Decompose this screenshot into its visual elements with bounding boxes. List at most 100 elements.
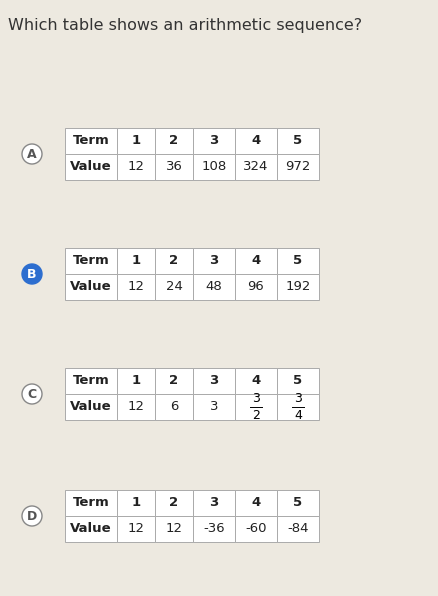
Text: Value: Value xyxy=(70,401,112,414)
Text: 2: 2 xyxy=(169,135,178,147)
Text: 2: 2 xyxy=(169,496,178,510)
Text: -36: -36 xyxy=(203,523,224,535)
Text: 1: 1 xyxy=(131,374,140,387)
Text: 3: 3 xyxy=(209,254,218,268)
Text: 36: 36 xyxy=(165,160,182,173)
Text: 1: 1 xyxy=(131,135,140,147)
Text: Value: Value xyxy=(70,523,112,535)
Text: 3: 3 xyxy=(251,392,259,405)
Bar xyxy=(276,490,318,516)
Bar xyxy=(155,274,193,300)
Bar xyxy=(117,490,155,516)
Bar xyxy=(276,394,318,420)
Bar xyxy=(234,490,276,516)
Text: Term: Term xyxy=(72,374,109,387)
Text: 2: 2 xyxy=(169,374,178,387)
Text: 324: 324 xyxy=(243,160,268,173)
Bar xyxy=(276,154,318,180)
Text: Term: Term xyxy=(72,496,109,510)
Bar xyxy=(117,154,155,180)
Bar xyxy=(276,274,318,300)
Bar xyxy=(155,394,193,420)
Bar xyxy=(155,368,193,394)
Text: 12: 12 xyxy=(127,401,144,414)
Bar xyxy=(234,368,276,394)
Text: 972: 972 xyxy=(285,160,310,173)
Circle shape xyxy=(22,384,42,404)
Text: B: B xyxy=(27,268,37,281)
Bar xyxy=(155,490,193,516)
Bar xyxy=(155,154,193,180)
Text: 2: 2 xyxy=(251,409,259,422)
Text: A: A xyxy=(27,147,37,160)
Bar xyxy=(276,516,318,542)
Text: 12: 12 xyxy=(127,523,144,535)
Bar xyxy=(65,368,117,394)
Bar xyxy=(234,274,276,300)
Text: 3: 3 xyxy=(209,135,218,147)
Bar xyxy=(234,154,276,180)
Text: Value: Value xyxy=(70,160,112,173)
Text: 1: 1 xyxy=(131,254,140,268)
Text: 5: 5 xyxy=(293,374,302,387)
Text: 12: 12 xyxy=(165,523,182,535)
Text: 5: 5 xyxy=(293,135,302,147)
Text: 3: 3 xyxy=(209,401,218,414)
Circle shape xyxy=(22,144,42,164)
Bar xyxy=(234,128,276,154)
Bar xyxy=(276,248,318,274)
Text: 4: 4 xyxy=(293,409,301,422)
Text: 4: 4 xyxy=(251,135,260,147)
Text: Term: Term xyxy=(72,135,109,147)
Text: 12: 12 xyxy=(127,160,144,173)
Text: 3: 3 xyxy=(209,374,218,387)
Text: 1: 1 xyxy=(131,496,140,510)
Bar xyxy=(234,394,276,420)
Bar xyxy=(193,128,234,154)
Bar xyxy=(193,490,234,516)
Bar xyxy=(193,154,234,180)
Circle shape xyxy=(22,506,42,526)
Text: 12: 12 xyxy=(127,281,144,293)
Bar xyxy=(65,274,117,300)
Text: 192: 192 xyxy=(285,281,310,293)
Bar xyxy=(65,128,117,154)
Text: 6: 6 xyxy=(170,401,178,414)
Bar xyxy=(117,516,155,542)
Text: 5: 5 xyxy=(293,254,302,268)
Bar xyxy=(65,516,117,542)
Text: D: D xyxy=(27,510,37,523)
Bar xyxy=(65,394,117,420)
Text: 4: 4 xyxy=(251,496,260,510)
Bar xyxy=(234,516,276,542)
Bar xyxy=(155,128,193,154)
Text: -60: -60 xyxy=(245,523,266,535)
Text: 3: 3 xyxy=(293,392,301,405)
Bar xyxy=(193,368,234,394)
Text: C: C xyxy=(27,387,36,401)
Text: 48: 48 xyxy=(205,281,222,293)
Bar xyxy=(117,394,155,420)
Text: Which table shows an arithmetic sequence?: Which table shows an arithmetic sequence… xyxy=(8,18,361,33)
Bar xyxy=(117,128,155,154)
Bar xyxy=(117,248,155,274)
Text: 3: 3 xyxy=(209,496,218,510)
Text: -84: -84 xyxy=(286,523,308,535)
Text: 2: 2 xyxy=(169,254,178,268)
Bar xyxy=(117,274,155,300)
Text: 108: 108 xyxy=(201,160,226,173)
Bar xyxy=(117,368,155,394)
Bar xyxy=(193,394,234,420)
Text: 5: 5 xyxy=(293,496,302,510)
Text: Term: Term xyxy=(72,254,109,268)
Bar xyxy=(193,516,234,542)
Text: Value: Value xyxy=(70,281,112,293)
Bar xyxy=(234,248,276,274)
Text: 24: 24 xyxy=(165,281,182,293)
Circle shape xyxy=(22,264,42,284)
Text: 96: 96 xyxy=(247,281,264,293)
Bar xyxy=(193,274,234,300)
Text: 4: 4 xyxy=(251,254,260,268)
Bar xyxy=(193,248,234,274)
Bar xyxy=(155,248,193,274)
